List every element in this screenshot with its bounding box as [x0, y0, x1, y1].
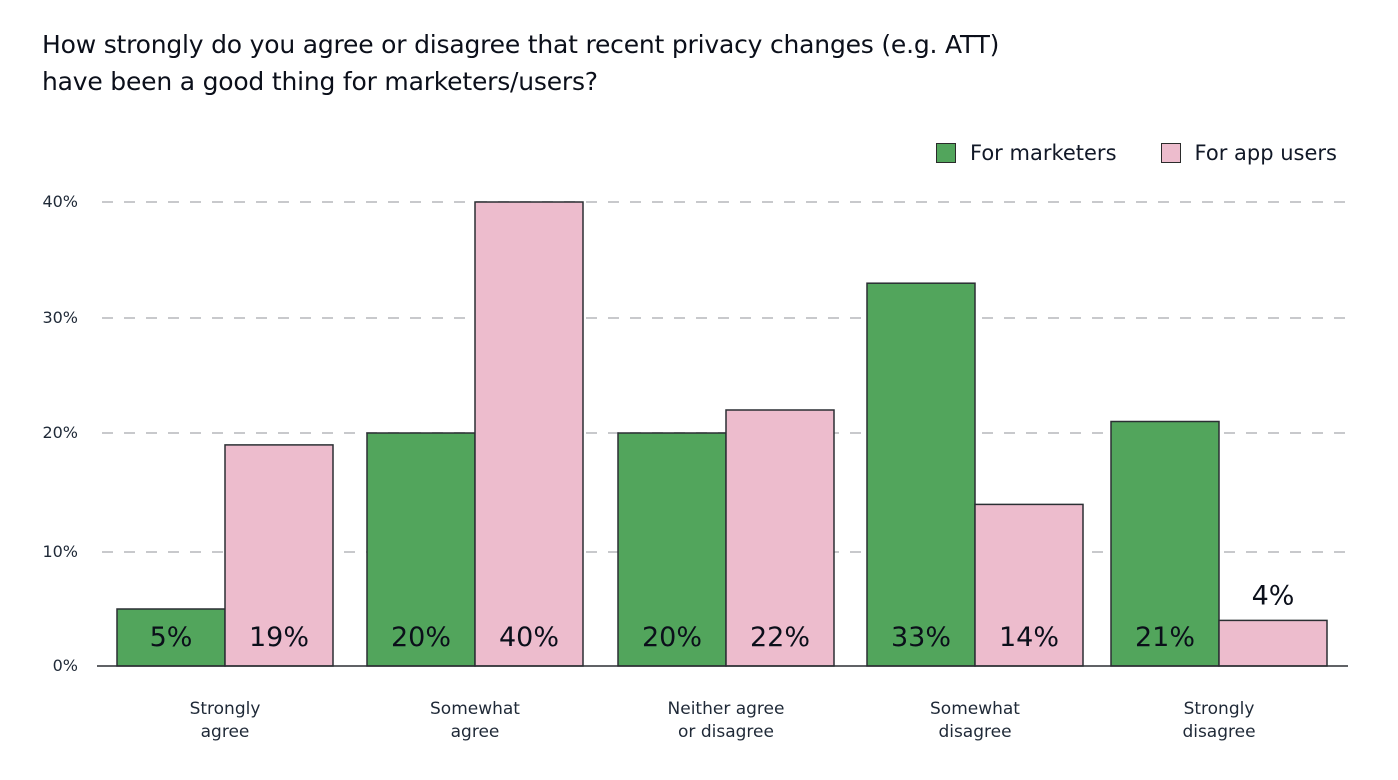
category-label-3-line-2: or disagree	[678, 722, 774, 742]
chart-title-line-1: How strongly do you agree or disagree th…	[42, 30, 1000, 59]
bar-app-users-3	[725, 409, 835, 667]
category-label-2-line-1: Somewhat	[430, 699, 520, 719]
value-label-marketers-3: 20%	[642, 622, 702, 653]
bars	[116, 201, 1328, 667]
legend-swatch-app-users	[1160, 143, 1181, 163]
category-label-3-line-1: Neither agree	[668, 699, 785, 719]
y-tick-label-10: 10%	[42, 542, 78, 561]
chart-title: How strongly do you agree or disagree th…	[42, 26, 999, 100]
value-label-marketers-4: 33%	[891, 622, 951, 653]
legend-label-app-users: For app users	[1194, 141, 1337, 165]
category-label-1-line-2: agree	[201, 722, 250, 742]
chart-legend: For marketers For app users	[936, 141, 1337, 165]
bar-marketers-5	[1110, 420, 1220, 667]
value-label-marketers-5: 21%	[1135, 622, 1195, 653]
y-tick-label-20: 20%	[42, 423, 78, 442]
value-labels: 5% 19% 20% 40% 20% 22% 33% 14% 21% 4%	[150, 580, 1295, 653]
legend-item-app-users: For app users	[1160, 141, 1337, 165]
value-label-app-users-5: 4%	[1252, 580, 1295, 611]
y-tick-label-0: 0%	[53, 656, 78, 675]
category-label-1-line-1: Strongly	[190, 699, 261, 719]
bar-marketers-2	[366, 432, 476, 667]
legend-label-marketers: For marketers	[970, 141, 1117, 165]
legend-item-marketers: For marketers	[936, 141, 1117, 165]
bar-app-users-2	[474, 201, 584, 667]
bar-marketers-3	[617, 432, 727, 667]
value-label-app-users-1: 19%	[249, 622, 309, 653]
y-axis-ticks: 0% 10% 20% 30% 40%	[42, 192, 78, 675]
category-label-4-line-1: Somewhat	[930, 699, 1020, 719]
bar-marketers-4	[866, 282, 976, 667]
bar-app-users-4	[974, 503, 1084, 667]
y-tick-label-30: 30%	[42, 308, 78, 327]
value-label-marketers-2: 20%	[391, 622, 451, 653]
chart-title-line-2: have been a good thing for marketers/use…	[42, 67, 598, 96]
value-label-app-users-3: 22%	[750, 622, 810, 653]
value-label-marketers-1: 5%	[150, 622, 193, 653]
y-tick-label-40: 40%	[42, 192, 78, 211]
category-labels: Strongly agree Somewhat agree Neither agree o…	[190, 699, 1256, 742]
category-label-4-line-2: disagree	[938, 722, 1011, 742]
legend-swatch-marketers	[936, 143, 956, 163]
value-label-app-users-2: 40%	[499, 622, 559, 653]
category-label-5-line-2: disagree	[1182, 722, 1255, 742]
category-label-5-line-1: Strongly	[1184, 699, 1255, 719]
bar-app-users-5	[1218, 619, 1328, 667]
value-label-app-users-4: 14%	[999, 622, 1059, 653]
category-label-2-line-2: agree	[451, 722, 500, 742]
